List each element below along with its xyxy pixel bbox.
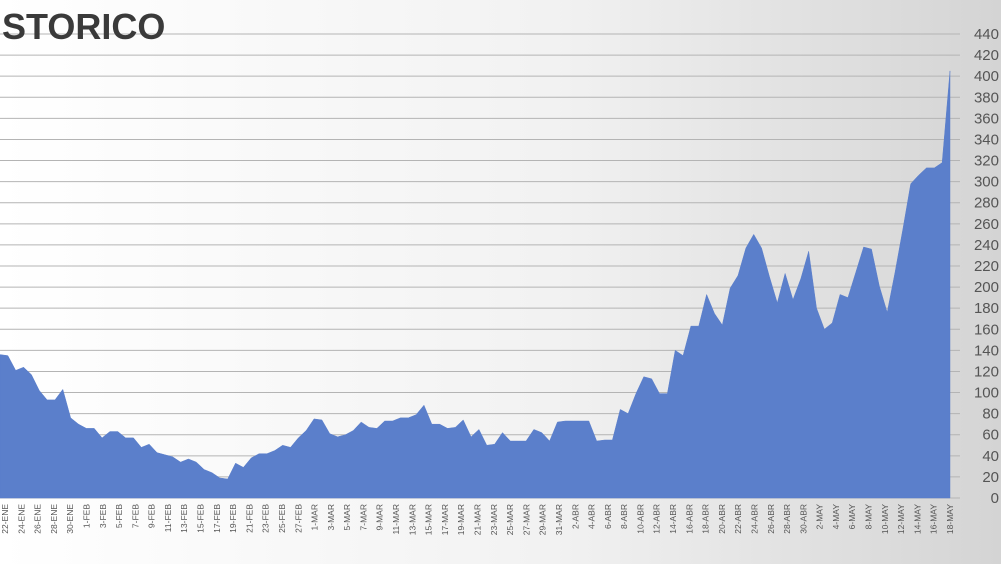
x-tick-label: 14-ABR bbox=[668, 504, 678, 534]
x-tick-label: 24-ABR bbox=[750, 504, 760, 534]
x-tick-label: 13-FEB bbox=[179, 504, 189, 533]
y-tick-label: 100 bbox=[974, 385, 999, 402]
x-tick-label: 11-MAR bbox=[391, 504, 401, 535]
x-tick-label: 15-FEB bbox=[196, 504, 206, 533]
x-tick-label: 22-ENE bbox=[0, 504, 10, 534]
x-tick-label: 1-FEB bbox=[82, 504, 92, 528]
gridlines bbox=[0, 33, 960, 499]
x-tick-label: 25-FEB bbox=[277, 504, 287, 533]
x-tick-label: 3-MAR bbox=[326, 504, 336, 530]
x-tick-label: 28-ABR bbox=[782, 504, 792, 534]
x-tick-label: 11-FEB bbox=[163, 504, 173, 533]
x-tick-label: 5-MAR bbox=[342, 504, 352, 530]
chart-title: STORICO bbox=[2, 6, 166, 47]
x-tick-label: 13-MAR bbox=[407, 504, 417, 535]
x-tick-label: 7-MAR bbox=[358, 504, 368, 530]
x-tick-label: 18-ABR bbox=[701, 504, 711, 534]
y-tick-label: 300 bbox=[974, 174, 999, 191]
x-tick-label: 26-ABR bbox=[766, 504, 776, 534]
x-tick-label: 30-ENE bbox=[65, 504, 75, 534]
x-tick-label: 15-MAR bbox=[424, 504, 434, 535]
x-tick-label: 30-ABR bbox=[798, 504, 808, 534]
x-tick-label: 6-MAY bbox=[847, 504, 857, 530]
x-tick-label: 19-MAR bbox=[456, 504, 466, 535]
x-tick-label: 9-FEB bbox=[147, 504, 157, 528]
x-axis: 22-ENE 24-ENE 26-ENE 28-ENE 30-ENE 1-FEB 3-FEB… bbox=[0, 504, 955, 536]
y-tick-label: 260 bbox=[974, 216, 999, 233]
x-tick-label: 10-ABR bbox=[635, 504, 645, 534]
x-tick-label: 23-MAR bbox=[489, 504, 499, 535]
y-tick-label: 360 bbox=[974, 110, 999, 127]
x-tick-label: 4-ABR bbox=[587, 504, 597, 529]
x-tick-label: 2-ABR bbox=[570, 504, 580, 529]
x-tick-label: 23-FEB bbox=[261, 504, 271, 533]
y-tick-label: 120 bbox=[974, 363, 999, 380]
y-tick-label: 200 bbox=[974, 279, 999, 296]
x-tick-label: 4-MAY bbox=[831, 504, 841, 530]
y-tick-label: 60 bbox=[982, 427, 999, 444]
y-tick-label: 160 bbox=[974, 321, 999, 338]
y-tick-label: 280 bbox=[974, 195, 999, 212]
x-tick-label: 27-MAR bbox=[521, 504, 531, 535]
y-tick-label: 400 bbox=[974, 68, 999, 85]
y-tick-label: 180 bbox=[974, 300, 999, 317]
x-tick-label: 28-ENE bbox=[49, 504, 59, 534]
x-tick-label: 16-MAY bbox=[929, 504, 939, 534]
x-tick-label: 21-MAR bbox=[473, 504, 483, 535]
x-tick-label: 7-FEB bbox=[130, 504, 140, 528]
x-tick-label: 2-MAY bbox=[815, 504, 825, 530]
x-tick-label: 14-MAY bbox=[912, 504, 922, 534]
x-tick-label: 29-MAR bbox=[538, 504, 548, 535]
y-tick-label: 440 bbox=[974, 26, 999, 43]
x-tick-label: 18-MAY bbox=[945, 504, 955, 534]
x-tick-label: 9-MAR bbox=[375, 504, 385, 530]
y-tick-label: 240 bbox=[974, 237, 999, 254]
x-tick-label: 8-MAY bbox=[864, 504, 874, 530]
x-tick-label: 1-MAR bbox=[310, 504, 320, 530]
x-tick-label: 19-FEB bbox=[228, 504, 238, 533]
series-area bbox=[0, 70, 951, 499]
x-tick-label: 3-FEB bbox=[98, 504, 108, 528]
x-tick-label: 22-ABR bbox=[733, 504, 743, 534]
x-tick-label: 27-FEB bbox=[293, 504, 303, 533]
x-tick-label: 5-FEB bbox=[114, 504, 124, 528]
x-tick-label: 21-FEB bbox=[244, 504, 254, 533]
x-tick-label: 24-ENE bbox=[16, 504, 26, 534]
y-tick-label: 420 bbox=[974, 47, 999, 64]
x-tick-label: 10-MAY bbox=[880, 504, 890, 534]
y-axis: 0 20 40 60 80 100 120 140 160 180 200 220 240 260 280 3… bbox=[974, 26, 999, 507]
x-tick-label: 16-ABR bbox=[684, 504, 694, 534]
x-tick-label: 31-MAR bbox=[554, 504, 564, 535]
x-tick-label: 26-ENE bbox=[33, 504, 43, 534]
x-tick-label: 6-ABR bbox=[603, 504, 613, 529]
y-tick-label: 320 bbox=[974, 153, 999, 170]
x-tick-label: 20-ABR bbox=[717, 504, 727, 534]
y-tick-label: 20 bbox=[982, 469, 999, 486]
y-tick-label: 220 bbox=[974, 258, 999, 275]
x-tick-label: 12-ABR bbox=[652, 504, 662, 534]
x-tick-label: 17-MAR bbox=[440, 504, 450, 535]
x-tick-label: 8-ABR bbox=[619, 504, 629, 529]
x-tick-label: 25-MAR bbox=[505, 504, 515, 535]
y-tick-label: 340 bbox=[974, 131, 999, 148]
x-tick-label: 17-FEB bbox=[212, 504, 222, 533]
x-tick-label: 12-MAY bbox=[896, 504, 906, 534]
y-tick-label: 380 bbox=[974, 89, 999, 106]
y-tick-label: 140 bbox=[974, 342, 999, 359]
data-area bbox=[0, 70, 951, 499]
y-tick-label: 40 bbox=[982, 448, 999, 465]
y-tick-label: 80 bbox=[982, 406, 999, 423]
y-tick-label: 0 bbox=[991, 490, 999, 507]
